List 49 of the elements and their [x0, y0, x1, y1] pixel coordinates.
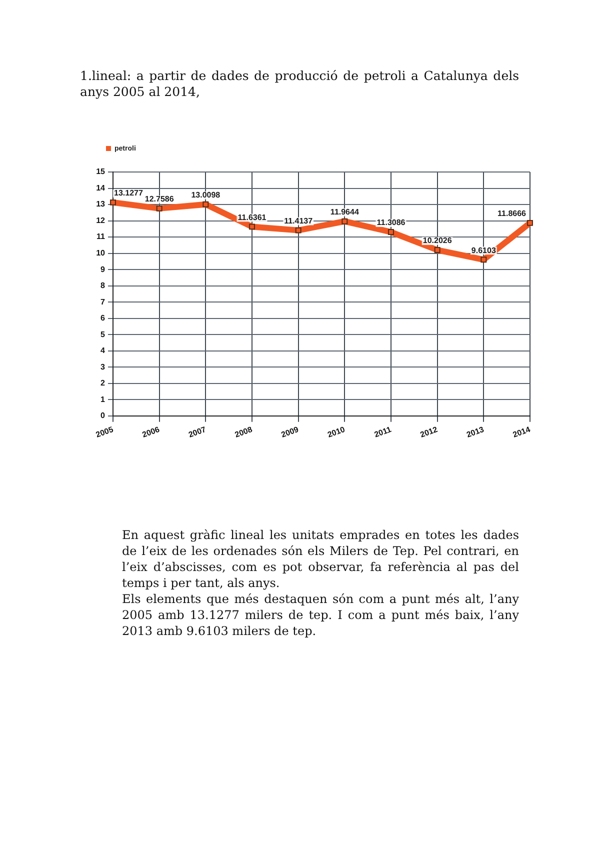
point [249, 224, 255, 230]
data-label: 12.7586 [144, 194, 174, 204]
x-tick-label: 2006 [141, 424, 162, 440]
y-tick-label: 5 [100, 330, 106, 339]
y-tick-label: 6 [100, 314, 106, 323]
data-label: 13.1277 [114, 188, 144, 198]
y-tick-label: 11 [96, 232, 106, 242]
y-tick-label: 2 [100, 378, 106, 388]
point [434, 247, 440, 253]
y-tick-label: 13 [96, 200, 106, 209]
x-tick-label: 2010 [326, 424, 347, 440]
text: Els elements que més destaquen són com a punt més alt, l’any 2005 amb 13.1277 milers de tep. I com a punt més baix, l’any 2013 amb 9.6103 milers de tep. [122, 591, 519, 639]
data-label: 11.6361 [238, 212, 267, 222]
point [156, 205, 162, 212]
text: En aquest gràfic lineal les unitats emprades en totes les dades de l’eix de les ordenades són els Milers de Tep. Pel contrari, en l’eix d’abscisses, com es pot observar, fa referència al pas del temps i per tant, als anys. [122, 527, 519, 591]
y-tick-label: 7 [100, 297, 106, 306]
y-tick-label: 14 [96, 183, 106, 192]
x-tick-label: 2007 [187, 424, 208, 440]
x-tick-label: 2009 [280, 424, 300, 440]
data-label: 13.0098 [191, 190, 221, 200]
point [295, 227, 302, 234]
point [480, 256, 487, 263]
y-tick-label: 1 [100, 394, 106, 404]
y-tick-label: 15 [96, 167, 106, 176]
x-tick-label: 2005 [94, 424, 115, 440]
point [110, 199, 116, 206]
chart-title: 1.lineal: a partir de dades de producció de petroli a Catalunya dels anys 2005 al 2014, [80, 68, 519, 100]
point [388, 229, 394, 235]
x-tick-label: 2011 [373, 424, 393, 440]
point [527, 220, 533, 226]
data-label: 11.3086 [376, 218, 406, 228]
data-label: 11.9644 [330, 208, 360, 217]
point [202, 201, 209, 208]
y-tick-label: 12 [96, 216, 106, 225]
data-label: 11.8666 [498, 209, 527, 218]
data-label: 9.6103 [471, 246, 496, 255]
y-tick-label: 10 [96, 248, 106, 258]
y-tick-label: 0 [100, 411, 106, 420]
data-label: 11.4137 [284, 216, 314, 226]
point [342, 218, 348, 224]
x-tick-label: 2013 [465, 424, 486, 440]
y-tick-label: 4 [100, 346, 106, 356]
x-tick-label: 2012 [419, 424, 440, 440]
data-label: 10.2026 [422, 236, 452, 246]
x-tick-label: 2008 [234, 424, 254, 440]
y-tick-label: 8 [100, 281, 106, 290]
x-tick-label: 2014 [512, 424, 532, 440]
y-tick-label: 3 [100, 362, 106, 372]
y-tick-label: 9 [100, 264, 106, 274]
